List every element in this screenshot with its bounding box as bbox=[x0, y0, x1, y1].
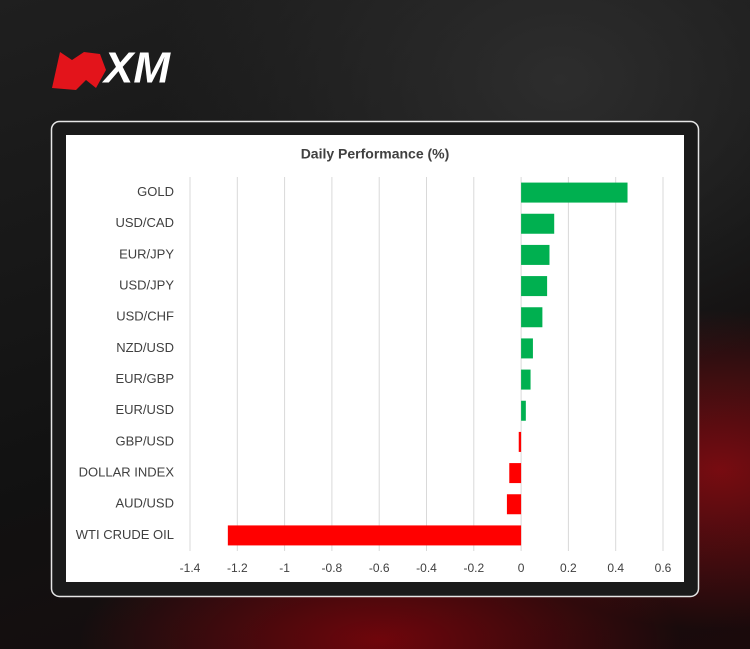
x-tick-label: 0.6 bbox=[655, 561, 672, 575]
bar bbox=[521, 400, 526, 421]
y-tick-label: NZD/USD bbox=[116, 340, 174, 355]
bar bbox=[518, 431, 522, 452]
chart-area bbox=[66, 135, 684, 582]
logo-text: XM bbox=[101, 44, 171, 93]
y-tick-label: USD/JPY bbox=[119, 278, 174, 293]
bar bbox=[227, 525, 522, 546]
y-tick-label: EUR/USD bbox=[115, 402, 174, 417]
y-tick-label: EUR/JPY bbox=[119, 246, 174, 261]
logo: XM bbox=[52, 44, 171, 93]
x-tick-label: -0.2 bbox=[463, 561, 484, 575]
x-tick-label: -1 bbox=[279, 561, 290, 575]
bar bbox=[521, 244, 550, 265]
y-tick-label: USD/CHF bbox=[116, 309, 174, 324]
x-tick-label: 0.2 bbox=[560, 561, 577, 575]
y-tick-label: DOLLAR INDEX bbox=[79, 465, 175, 480]
x-tick-label: -0.6 bbox=[369, 561, 390, 575]
x-tick-label: -1.4 bbox=[180, 561, 201, 575]
bar bbox=[521, 182, 628, 203]
bar bbox=[506, 494, 522, 515]
y-tick-label: USD/CAD bbox=[115, 215, 174, 230]
x-tick-label: -0.8 bbox=[322, 561, 343, 575]
logo-bull bbox=[52, 52, 106, 90]
y-tick-label: GBP/USD bbox=[115, 433, 174, 448]
y-tick-label: GOLD bbox=[137, 184, 174, 199]
y-tick-label: EUR/GBP bbox=[115, 371, 174, 386]
bar bbox=[509, 463, 522, 484]
bar bbox=[521, 213, 555, 234]
x-tick-label: 0.4 bbox=[607, 561, 624, 575]
bar bbox=[521, 307, 543, 328]
y-tick-label: WTI CRUDE OIL bbox=[76, 527, 174, 542]
bar bbox=[521, 276, 548, 297]
x-tick-label: 0 bbox=[518, 561, 525, 575]
x-tick-label: -1.2 bbox=[227, 561, 248, 575]
chart-title: Daily Performance (%) bbox=[301, 146, 450, 162]
bar bbox=[521, 338, 533, 359]
y-tick-label: AUD/USD bbox=[115, 496, 174, 511]
bar bbox=[521, 369, 531, 390]
x-tick-label: -0.4 bbox=[416, 561, 437, 575]
plot: -1.4 -1.2 -1 -0.8 -0.6 -0.4 -0.2 0 0.2 0.4 0.6 GOLD… bbox=[76, 177, 672, 575]
